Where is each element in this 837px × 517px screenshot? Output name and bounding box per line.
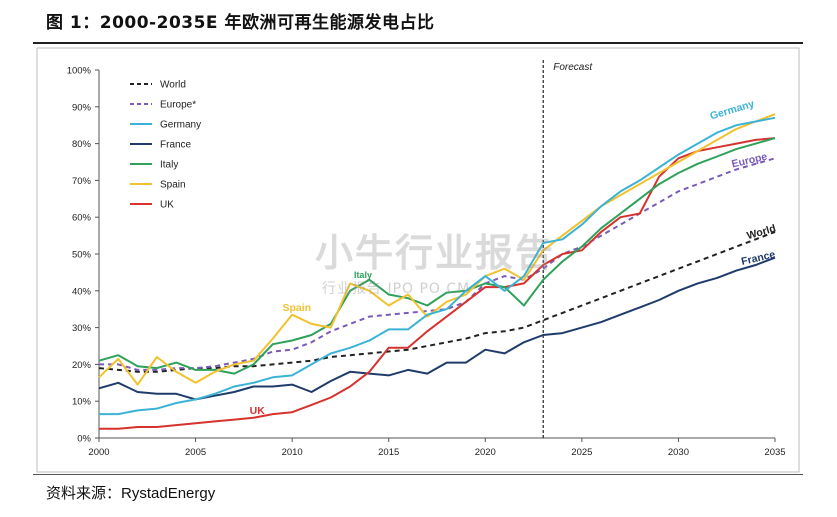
y-tick-label: 20% [72,360,92,371]
x-tick-label: 2000 [88,447,109,458]
y-tick-label: 30% [72,323,92,334]
y-tick-label: 60% [72,213,92,224]
series-end-label: World [745,222,777,242]
x-tick-label: 2010 [282,447,303,458]
source-label: 资料来源： [46,484,122,502]
x-tick-label: 2035 [764,447,785,458]
y-tick-label: 10% [72,397,92,408]
x-tick-label: 2005 [185,447,206,458]
watermark-main: 小牛行业报告 [315,231,556,275]
footer-rule [33,474,803,475]
series-line-spain [98,113,776,386]
y-tick-label: 70% [72,176,92,187]
x-tick-label: 2015 [378,447,399,458]
series-line-europe [99,157,776,371]
legend-label: UK [160,200,174,211]
series-line-germany [99,116,776,416]
x-tick-label: 2025 [571,447,592,458]
series-end-label: Europe [730,151,768,171]
title-rule [33,42,803,44]
series-line-france [98,256,776,401]
legend-label: Italy [160,160,178,171]
legend-label: Germany [160,120,201,131]
series-line-world [98,230,776,373]
y-tick-label: 0% [77,434,91,445]
chart-frame [36,47,800,473]
watermark-sub: 行业报告 IPO PO CM [322,281,471,297]
series-line-italy [98,137,776,375]
series-end-label: Spain [282,302,311,314]
forecast-label: Forecast [553,62,593,73]
y-tick-label: 50% [72,250,92,261]
y-tick-label: 90% [72,102,92,113]
legend-label: World [160,80,186,91]
x-tick-label: 2030 [668,447,689,458]
x-tick-label: 2020 [475,447,496,458]
figure-title: 图 1：2000-2035E 年欧洲可再生能源发电占比 [46,13,435,33]
source-name: RystadEnergy [121,485,216,502]
y-tick-label: 80% [72,139,92,150]
source-note: 资料来源：RystadEnergy [46,482,215,503]
series-end-label: Germany [709,98,756,123]
legend-label: Spain [160,180,186,191]
y-tick-label: 40% [72,286,92,297]
series-line-uk [99,137,776,430]
legend-label: France [160,140,192,151]
legend-label: Europe* [160,100,196,111]
series-end-label: Italy [354,270,372,280]
series-end-label: UK [250,405,266,417]
renewables-line-chart: 0% 10% 20% 30% 40% 50% 60% 70% 80% 90% 100% 2000 200… [36,47,800,473]
y-tick-label: 100% [67,66,92,77]
